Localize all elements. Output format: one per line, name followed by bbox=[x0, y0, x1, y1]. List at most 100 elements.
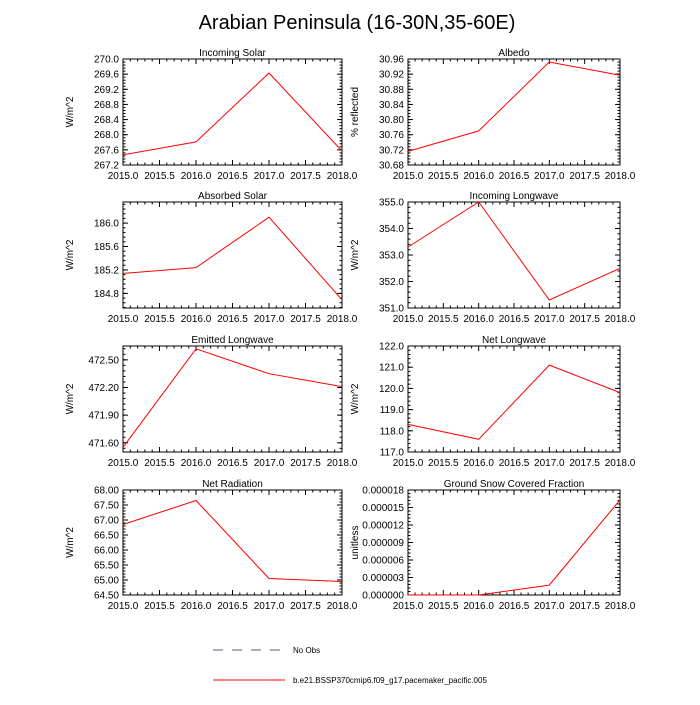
x-tick-label: 2016.5 bbox=[499, 171, 530, 182]
x-tick-label: 2016.0 bbox=[181, 601, 212, 612]
y-tick-label: 0.000006 bbox=[362, 556, 404, 567]
series-line-albedo bbox=[407, 61, 621, 152]
x-tick-label: 2015.5 bbox=[428, 601, 459, 612]
x-tick-label: 2018.0 bbox=[327, 171, 358, 182]
panel-incoming-longwave: Incoming Longwave W/m^2 2015.0 2015.5 2016.0… bbox=[350, 191, 636, 325]
x-tick-label: 2016.0 bbox=[463, 171, 494, 182]
y-tick-label: 67.50 bbox=[94, 501, 119, 512]
y-tick-label: 0.000000 bbox=[362, 591, 404, 602]
x-tick-label: 2015.0 bbox=[108, 458, 139, 469]
x-tick-label: 2016.5 bbox=[217, 314, 248, 325]
y-tick-label: 267.2 bbox=[94, 161, 119, 172]
panel-title: Absorbed Solar bbox=[198, 191, 268, 202]
x-tick-label: 2016.0 bbox=[463, 601, 494, 612]
x-tick-label: 2015.0 bbox=[108, 601, 139, 612]
panel-title: Incoming Solar bbox=[199, 48, 266, 59]
y-axis-label: W/m^2 bbox=[65, 96, 76, 127]
panel-net-radiation: Net Radiation W/m^2 2015.0 2015.5 2016.0 2016… bbox=[65, 479, 358, 612]
x-tick-label: 2015.0 bbox=[393, 314, 424, 325]
y-tick-label: 353.0 bbox=[379, 251, 404, 262]
x-tick-label: 2017.5 bbox=[290, 171, 321, 182]
y-tick-label: 30.92 bbox=[379, 70, 404, 81]
x-tick-label: 2016.5 bbox=[217, 458, 248, 469]
series-line-emitted-longwave bbox=[122, 348, 343, 448]
figure-title: Arabian Peninsula (16-30N,35-60E) bbox=[199, 12, 516, 34]
x-tick-label: 2016.0 bbox=[181, 171, 212, 182]
y-tick-label: 185.2 bbox=[94, 265, 119, 276]
y-tick-label: 119.0 bbox=[380, 405, 405, 416]
y-tick-label: 268.4 bbox=[94, 115, 119, 126]
y-tick-label: 352.0 bbox=[379, 277, 404, 288]
y-tick-label: 30.80 bbox=[379, 115, 404, 126]
x-tick-label: 2018.0 bbox=[605, 314, 636, 325]
y-axis-label: unitless bbox=[350, 526, 361, 560]
panel-title: Albedo bbox=[498, 48, 530, 59]
x-tick-label: 2016.5 bbox=[217, 601, 248, 612]
x-tick-label: 2015.0 bbox=[108, 171, 139, 182]
panel-emitted-longwave: Emitted Longwave W/m^2 2015.0 2015.5 2016.0 2… bbox=[65, 335, 358, 469]
y-axis-label: W/m^2 bbox=[65, 527, 76, 558]
y-tick-label: 30.76 bbox=[379, 130, 404, 141]
y-tick-label: 30.72 bbox=[379, 145, 404, 156]
legend: No Obs b.e21.BSSP370cmip6.f09_g17.pacema… bbox=[213, 646, 487, 685]
x-tick-label: 2018.0 bbox=[327, 314, 358, 325]
panel-incoming-solar: Incoming Solar W/m^2 2015.0 2015.5 2016.0 201… bbox=[65, 48, 358, 182]
y-tick-label: 186.0 bbox=[94, 219, 119, 230]
x-tick-label: 2016.5 bbox=[499, 601, 530, 612]
panel-title: Net Radiation bbox=[202, 479, 263, 490]
panel-absorbed-solar: Absorbed Solar W/m^2 2015.0 2015.5 2016.0 201… bbox=[65, 191, 358, 325]
y-tick-label: 0.000003 bbox=[362, 573, 404, 584]
y-tick-label: 267.6 bbox=[94, 145, 119, 156]
y-tick-label: 65.50 bbox=[94, 561, 119, 572]
y-tick-label: 0.000018 bbox=[362, 486, 404, 497]
y-axis-label: W/m^2 bbox=[65, 239, 76, 270]
y-tick-label: 67.00 bbox=[94, 516, 119, 527]
y-tick-label: 117.0 bbox=[380, 448, 405, 459]
y-tick-label: 0.000009 bbox=[362, 538, 404, 549]
x-tick-label: 2018.0 bbox=[605, 601, 636, 612]
x-tick-label: 2016.5 bbox=[499, 458, 530, 469]
y-tick-label: 118.0 bbox=[380, 426, 405, 437]
y-tick-label: 351.0 bbox=[379, 304, 404, 315]
x-tick-label: 2018.0 bbox=[605, 458, 636, 469]
y-tick-label: 268.0 bbox=[94, 130, 119, 141]
x-tick-label: 2015.5 bbox=[144, 171, 175, 182]
y-tick-label: 30.96 bbox=[379, 55, 404, 66]
legend-no-obs-label: No Obs bbox=[293, 646, 320, 655]
x-tick-label: 2015.0 bbox=[393, 171, 424, 182]
x-tick-label: 2017.5 bbox=[569, 601, 600, 612]
x-tick-label: 2017.0 bbox=[254, 314, 285, 325]
y-tick-label: 120.0 bbox=[379, 384, 404, 395]
x-tick-label: 2016.0 bbox=[181, 458, 212, 469]
panel-title: Net Longwave bbox=[482, 335, 546, 346]
y-tick-label: 354.0 bbox=[379, 224, 404, 235]
x-tick-label: 2017.0 bbox=[534, 314, 565, 325]
x-tick-label: 2017.0 bbox=[534, 601, 565, 612]
x-tick-label: 2015.0 bbox=[393, 458, 424, 469]
panel-title: Incoming Longwave bbox=[470, 191, 559, 202]
plot-frame bbox=[122, 345, 343, 453]
y-tick-label: 184.8 bbox=[94, 289, 119, 300]
plot-frame bbox=[122, 201, 343, 309]
x-tick-label: 2015.0 bbox=[108, 314, 139, 325]
x-tick-label: 2017.5 bbox=[290, 601, 321, 612]
series-line-net-longwave bbox=[407, 364, 621, 440]
y-tick-label: 185.6 bbox=[94, 242, 119, 253]
panel-title: Emitted Longwave bbox=[191, 335, 274, 346]
panels: Incoming Solar W/m^2 2015.0 2015.5 2016.0 201… bbox=[65, 48, 636, 612]
y-tick-label: 30.88 bbox=[379, 85, 404, 96]
y-tick-label: 122.0 bbox=[379, 342, 404, 353]
panel-title: Ground Snow Covered Fraction bbox=[444, 479, 585, 490]
plot-frame bbox=[122, 489, 343, 596]
y-tick-label: 270.0 bbox=[94, 55, 119, 66]
x-tick-label: 2017.0 bbox=[254, 171, 285, 182]
x-tick-label: 2015.5 bbox=[428, 171, 459, 182]
series-line-incoming-solar bbox=[122, 72, 343, 156]
x-tick-label: 2015.5 bbox=[428, 314, 459, 325]
y-tick-label: 30.84 bbox=[379, 100, 404, 111]
y-tick-label: 0.000012 bbox=[362, 521, 404, 532]
y-tick-label: 121.0 bbox=[379, 363, 404, 374]
x-tick-label: 2016.5 bbox=[217, 171, 248, 182]
x-tick-label: 2017.0 bbox=[254, 458, 285, 469]
